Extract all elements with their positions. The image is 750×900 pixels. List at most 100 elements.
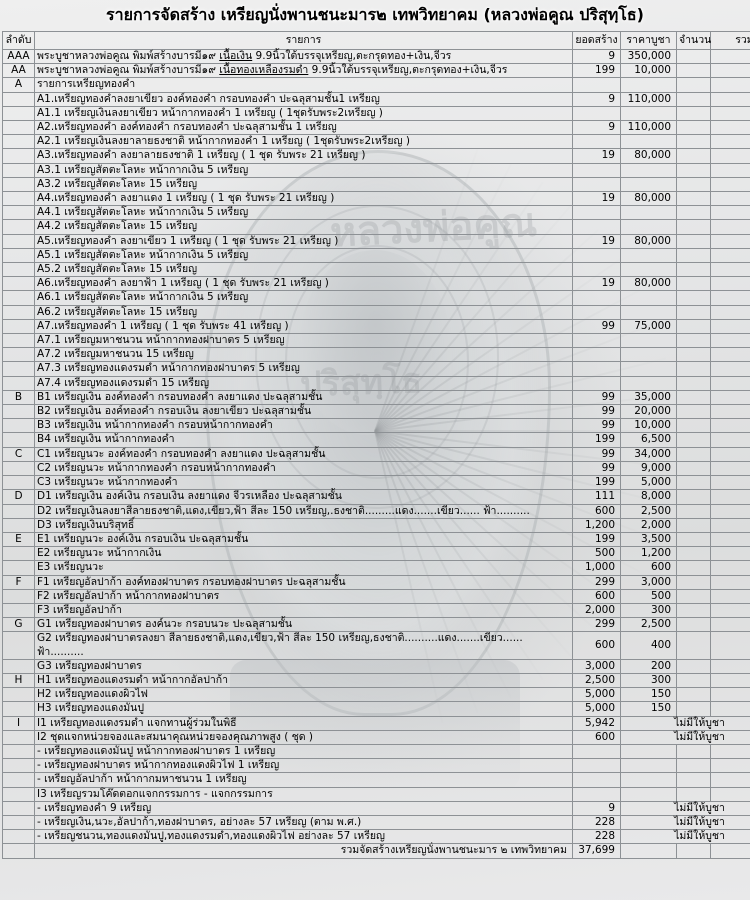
row-amount[interactable]	[676, 389, 711, 406]
row-total[interactable]	[710, 205, 750, 221]
row-amount[interactable]	[676, 233, 711, 249]
row-amount[interactable]	[676, 219, 711, 235]
row-total[interactable]	[710, 105, 750, 122]
row-total[interactable]	[710, 432, 750, 448]
row-amount[interactable]	[676, 602, 711, 619]
row-amount[interactable]	[676, 617, 711, 633]
row-total[interactable]	[710, 701, 750, 717]
row-amount[interactable]	[676, 404, 711, 420]
row-amount[interactable]	[676, 63, 711, 79]
row-total[interactable]	[710, 276, 750, 292]
row-total[interactable]	[710, 786, 750, 802]
row-total[interactable]	[710, 546, 750, 562]
row-total[interactable]	[710, 91, 750, 107]
row-amount[interactable]	[676, 503, 711, 519]
row-amount[interactable]	[676, 432, 711, 448]
row-total[interactable]	[710, 460, 750, 477]
row-amount[interactable]	[676, 148, 711, 164]
row-total[interactable]	[710, 602, 750, 619]
row-amount[interactable]	[676, 105, 711, 122]
row-total[interactable]	[710, 333, 750, 349]
row-total[interactable]	[710, 191, 750, 207]
row-amount[interactable]	[676, 304, 711, 320]
row-amount[interactable]	[676, 701, 711, 717]
row-total[interactable]	[710, 361, 750, 377]
row-total[interactable]	[710, 687, 750, 703]
row-amount[interactable]	[676, 531, 711, 548]
row-total[interactable]	[710, 262, 750, 278]
row-total[interactable]	[710, 574, 750, 590]
row-amount[interactable]	[676, 120, 711, 136]
row-amount[interactable]	[676, 743, 711, 760]
row-amount[interactable]	[676, 672, 711, 689]
row-amount[interactable]	[676, 517, 711, 533]
row-amount[interactable]	[676, 687, 711, 703]
row-total[interactable]	[710, 77, 750, 93]
row-total[interactable]	[710, 120, 750, 136]
row-total[interactable]	[710, 63, 750, 79]
row-amount[interactable]	[676, 560, 711, 576]
row-total[interactable]	[710, 503, 750, 519]
row-total[interactable]	[710, 743, 750, 760]
row-amount[interactable]	[676, 77, 711, 93]
row-total[interactable]	[710, 134, 750, 150]
row-total[interactable]	[710, 617, 750, 633]
row-total[interactable]	[710, 48, 750, 65]
row-amount[interactable]	[676, 276, 711, 292]
row-total[interactable]	[710, 347, 750, 363]
row-amount[interactable]	[676, 176, 711, 193]
row-amount[interactable]	[676, 418, 711, 434]
row-amount[interactable]	[676, 460, 711, 477]
row-total[interactable]	[710, 418, 750, 434]
row-amount[interactable]	[676, 758, 711, 774]
row-amount[interactable]	[676, 91, 711, 107]
row-total[interactable]	[710, 772, 750, 788]
row-total[interactable]	[710, 475, 750, 491]
row-total[interactable]	[710, 304, 750, 320]
row-total[interactable]	[710, 233, 750, 249]
row-amount[interactable]	[676, 333, 711, 349]
row-total[interactable]	[710, 176, 750, 193]
row-amount[interactable]	[676, 48, 711, 65]
row-total[interactable]	[710, 631, 750, 660]
row-total[interactable]	[710, 247, 750, 264]
row-amount[interactable]	[676, 475, 711, 491]
row-amount[interactable]	[676, 546, 711, 562]
row-amount[interactable]	[676, 446, 711, 462]
row-total[interactable]	[710, 318, 750, 335]
row-total[interactable]	[710, 219, 750, 235]
row-total[interactable]	[710, 560, 750, 576]
row-amount[interactable]	[676, 588, 711, 604]
row-amount[interactable]	[676, 162, 711, 178]
row-amount[interactable]	[676, 631, 711, 660]
row-total[interactable]	[710, 658, 750, 674]
row-amount[interactable]	[676, 375, 711, 391]
row-amount[interactable]	[676, 786, 711, 802]
row-amount[interactable]	[676, 772, 711, 788]
row-total[interactable]	[710, 517, 750, 533]
row-total[interactable]	[710, 162, 750, 178]
row-amount[interactable]	[676, 191, 711, 207]
row-amount[interactable]	[676, 318, 711, 335]
row-total[interactable]	[710, 375, 750, 391]
row-total[interactable]	[710, 588, 750, 604]
row-amount[interactable]	[676, 262, 711, 278]
row-amount[interactable]	[676, 290, 711, 306]
row-amount[interactable]	[676, 658, 711, 674]
row-total[interactable]	[710, 531, 750, 548]
row-total[interactable]	[710, 148, 750, 164]
row-amount[interactable]	[676, 247, 711, 264]
row-total[interactable]	[710, 758, 750, 774]
row-amount[interactable]	[676, 205, 711, 221]
row-total[interactable]	[710, 446, 750, 462]
row-amount[interactable]	[676, 134, 711, 150]
row-amount[interactable]	[676, 574, 711, 590]
row-amount[interactable]	[676, 489, 711, 505]
row-amount[interactable]	[676, 361, 711, 377]
row-total[interactable]	[710, 489, 750, 505]
row-total[interactable]	[710, 672, 750, 689]
row-total[interactable]	[710, 389, 750, 406]
row-total[interactable]	[710, 290, 750, 306]
row-total[interactable]	[710, 404, 750, 420]
row-amount[interactable]	[676, 347, 711, 363]
